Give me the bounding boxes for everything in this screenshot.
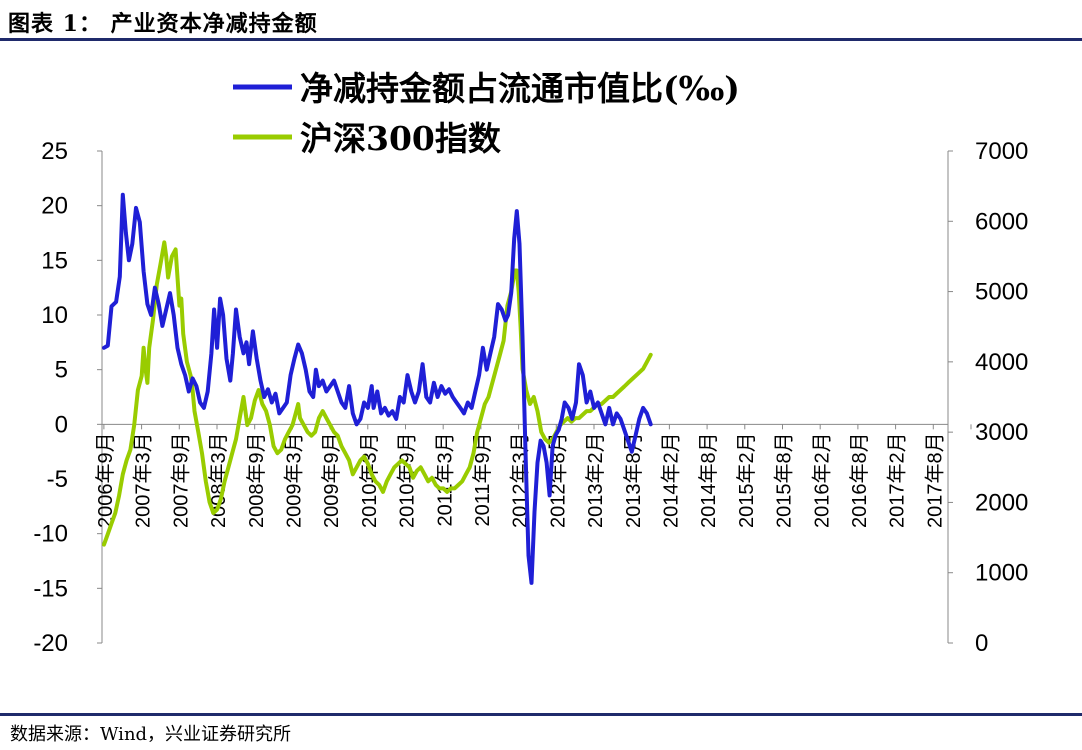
header-rule bbox=[0, 38, 1082, 41]
left-y-tick-label: -15 bbox=[33, 575, 68, 602]
series-layer bbox=[102, 192, 653, 585]
left-y-tick-label: 20 bbox=[41, 193, 68, 220]
legend: 净减持金额占流通市值比(‰) 沪深300指数 bbox=[233, 69, 740, 158]
x-tick-label: 2007年9月 bbox=[169, 432, 192, 528]
x-tick-label: 2016年2月 bbox=[810, 432, 833, 528]
figure-source: 数据来源：Wind，兴业证券研究所 bbox=[10, 724, 292, 745]
right-y-tick-label: 7000 bbox=[975, 138, 1028, 165]
x-tick-label: 2007年3月 bbox=[132, 432, 155, 528]
x-tick-label: 2014年8月 bbox=[697, 432, 720, 528]
x-tick-label: 2011年3月 bbox=[433, 432, 456, 526]
series-line-ratio bbox=[102, 192, 653, 585]
right-y-tick-label: 1000 bbox=[975, 560, 1028, 587]
right-y-tick-label: 5000 bbox=[975, 279, 1028, 306]
figure-title: 图表 1： 产业资本净减持金额 bbox=[8, 11, 318, 37]
left-y-tick-label: 5 bbox=[55, 357, 68, 384]
left-y-tick-label: -5 bbox=[47, 466, 68, 493]
x-tick-label: 2008年9月 bbox=[245, 432, 268, 528]
x-tick-label: 2011年9月 bbox=[471, 432, 494, 526]
legend-label: 沪深300指数 bbox=[300, 119, 502, 158]
legend-label: 净减持金额占流通市值比(‰) bbox=[300, 69, 740, 108]
figure-header: 图表 1： 产业资本净减持金额 bbox=[0, 0, 1082, 42]
x-tick-label: 2008年3月 bbox=[207, 432, 230, 528]
right-y-tick-label: 4000 bbox=[975, 349, 1028, 376]
right-y-tick-label: 2000 bbox=[975, 489, 1028, 516]
right-y-tick-label: 0 bbox=[975, 630, 988, 657]
chart-area: -20 -15 -10 -5 0 5 10 15 20 25 0 1000 2000 3000 4000 50… bbox=[33, 69, 1028, 657]
axes-layer: -20 -15 -10 -5 0 5 10 15 20 25 0 1000 2000 3000 4000 50… bbox=[33, 138, 1028, 657]
left-y-tick-label: 10 bbox=[41, 302, 68, 329]
left-y-tick-label: -10 bbox=[33, 521, 68, 548]
left-y-tick-label: 0 bbox=[55, 411, 68, 438]
x-tick-label: 2015年8月 bbox=[773, 432, 796, 528]
left-y-tick-label: 15 bbox=[41, 247, 68, 274]
x-tick-label: 2017年8月 bbox=[923, 432, 946, 528]
footer-rule bbox=[0, 713, 1082, 716]
x-tick-label: 2006年9月 bbox=[94, 432, 117, 528]
x-tick-label: 2009年3月 bbox=[283, 432, 306, 528]
right-y-tick-label: 6000 bbox=[975, 208, 1028, 235]
right-y-tick-label: 3000 bbox=[975, 419, 1028, 446]
x-tick-label: 2010年3月 bbox=[358, 432, 381, 528]
x-tick-label: 2015年2月 bbox=[735, 432, 758, 528]
left-y-tick-label: -20 bbox=[33, 630, 68, 657]
x-tick-label: 2016年8月 bbox=[848, 432, 871, 528]
x-tick-label: 2013年2月 bbox=[584, 432, 607, 528]
x-tick-label: 2014年2月 bbox=[660, 432, 683, 528]
x-tick-label: 2010年9月 bbox=[396, 432, 419, 528]
x-tick-label: 2017年2月 bbox=[886, 432, 909, 528]
x-tick-label: 2009年9月 bbox=[320, 432, 343, 528]
left-y-tick-label: 25 bbox=[41, 138, 68, 165]
x-tick-label: 2013年8月 bbox=[622, 432, 645, 528]
